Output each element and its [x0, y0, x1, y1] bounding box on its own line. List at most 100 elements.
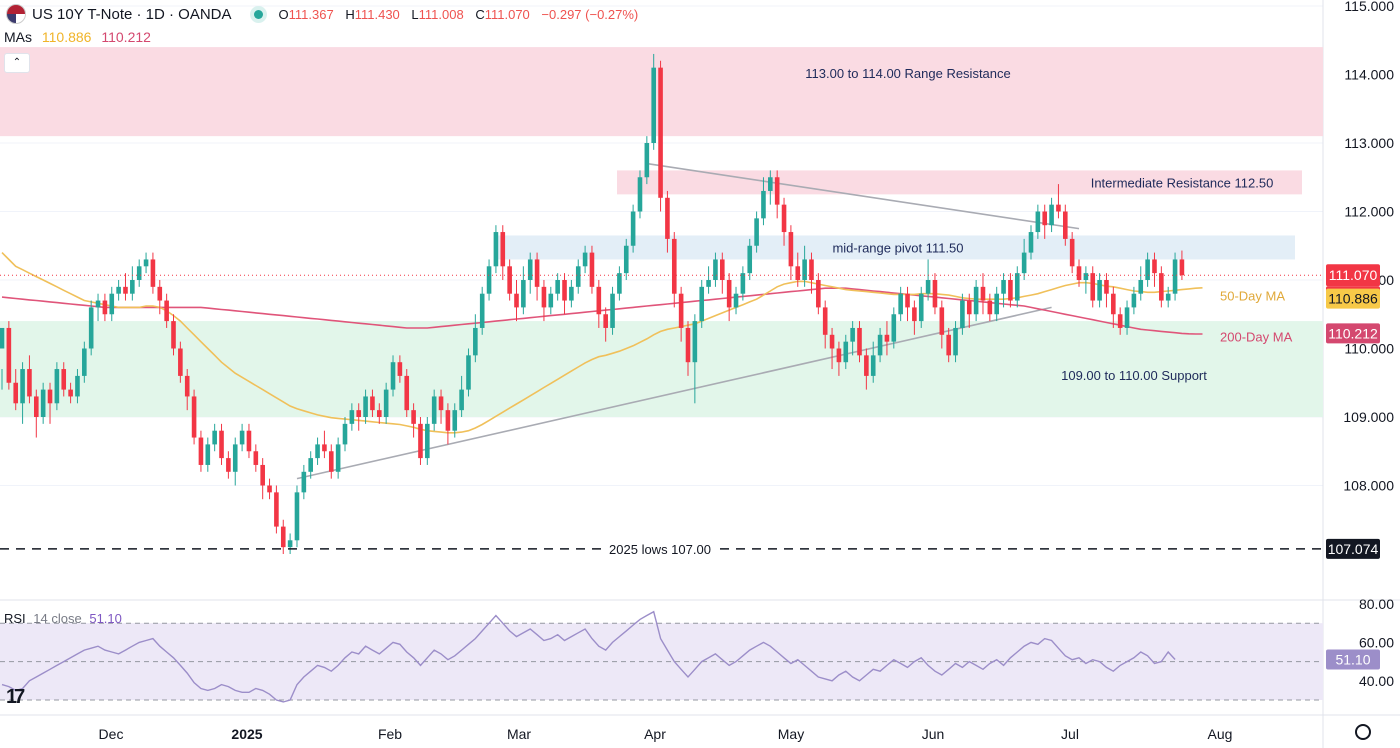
candle-body	[184, 375, 190, 397]
candle-body	[315, 444, 320, 459]
candle-body	[534, 259, 540, 287]
tradingview-logo[interactable]: 17	[6, 686, 25, 708]
candle-body	[829, 334, 835, 349]
zone-label-2: mid-range pivot 111.50	[832, 240, 963, 255]
price-axis[interactable]: 115.000114.000113.000112.000111.000110.0…	[1343, 0, 1394, 494]
candle-body	[13, 382, 19, 404]
candle-body	[994, 293, 999, 315]
candle	[61, 362, 67, 397]
candle-body	[1152, 259, 1157, 274]
candle	[1097, 273, 1102, 308]
candle-body	[692, 321, 698, 363]
candle-body	[61, 369, 67, 390]
candle	[912, 300, 917, 335]
low-line-tag-bg	[1326, 538, 1380, 559]
candle-body	[280, 526, 286, 548]
time-axis[interactable]: Dec 2025 Feb Mar Apr May Jun Jul Aug	[99, 726, 1233, 742]
candle-body	[130, 280, 135, 294]
ma50-tag: 110.886	[1328, 291, 1378, 307]
candle-body	[726, 280, 732, 308]
candle	[843, 334, 849, 370]
candle-body	[870, 355, 876, 376]
candle	[678, 286, 684, 342]
candle-body	[891, 314, 897, 342]
candle	[569, 280, 574, 308]
candle	[781, 197, 787, 246]
candle	[617, 266, 622, 301]
collapse-legend-button[interactable]: ⌃	[4, 53, 30, 73]
candle	[349, 403, 355, 431]
rsi-pane[interactable]: 80.00 60.00 40.00 51.10	[0, 596, 1394, 703]
horizontal-lines: 2025 lows 107.00	[0, 274, 1323, 557]
rsi-legend[interactable]: RSI 14 close 51.10	[4, 611, 122, 626]
candle-body	[836, 348, 842, 363]
candle	[809, 252, 814, 294]
candle-body	[438, 396, 444, 411]
candle-body	[720, 259, 725, 280]
candle-body	[1124, 307, 1130, 328]
candle-body	[301, 471, 307, 493]
candle-body	[932, 280, 938, 308]
gear-icon[interactable]	[1355, 724, 1371, 740]
candle	[802, 245, 807, 287]
candle-body	[212, 430, 217, 445]
ma50-label: 50-Day MA	[1220, 289, 1285, 304]
candle	[1172, 252, 1178, 301]
symbol-title[interactable]: US 10Y T-Note · 1D · OANDA	[32, 5, 232, 23]
candle	[637, 170, 643, 219]
candle	[390, 355, 396, 397]
candle	[274, 485, 279, 534]
candle-body	[239, 430, 245, 445]
candle	[356, 403, 362, 431]
candle-body	[507, 266, 512, 294]
candle-body	[857, 327, 862, 356]
candle-body	[335, 444, 341, 472]
candle	[761, 177, 766, 226]
candle	[1111, 286, 1116, 328]
close-label: C	[475, 6, 485, 22]
candle	[219, 423, 224, 465]
candle	[109, 286, 115, 322]
time-tick-label: Jul	[1061, 726, 1079, 742]
candle	[370, 389, 375, 417]
ma200-tag: 110.212	[1328, 325, 1378, 341]
candle	[473, 314, 478, 363]
candle	[589, 245, 595, 294]
ma200-label: 200-Day MA	[1220, 329, 1293, 344]
candle-body	[20, 369, 25, 404]
candle	[610, 286, 615, 335]
candle	[0, 327, 5, 390]
candle-body	[822, 307, 828, 335]
candles[interactable]	[0, 53, 1185, 554]
time-tick-label: Jun	[922, 726, 945, 742]
candle	[527, 252, 533, 294]
change-value: −0.297 (−0.27%)	[541, 6, 639, 22]
candle-body	[246, 430, 252, 452]
candle-body	[500, 232, 506, 267]
ma-legend[interactable]: MAs 110.886 110.212	[4, 29, 151, 45]
candle	[747, 238, 753, 280]
candle-body	[1042, 211, 1048, 226]
ma200-value: 110.212	[101, 29, 151, 45]
candle	[932, 273, 938, 315]
candle-body	[349, 410, 355, 424]
candle	[34, 389, 39, 438]
time-tick-label: May	[778, 726, 804, 742]
candle	[658, 60, 663, 212]
candle-body	[370, 396, 375, 411]
candle	[205, 437, 211, 472]
candle-body	[1159, 273, 1164, 301]
candle-body	[575, 266, 581, 287]
candle-body	[232, 444, 238, 472]
candle-body	[713, 259, 718, 280]
price-tick-label: 114.000	[1344, 67, 1394, 83]
candle	[1117, 307, 1123, 335]
candle	[226, 451, 231, 479]
candle	[953, 321, 958, 363]
candle	[514, 280, 519, 322]
candle-body	[946, 334, 951, 356]
candle	[191, 389, 197, 445]
candle-body	[431, 396, 437, 424]
candle	[54, 362, 60, 411]
